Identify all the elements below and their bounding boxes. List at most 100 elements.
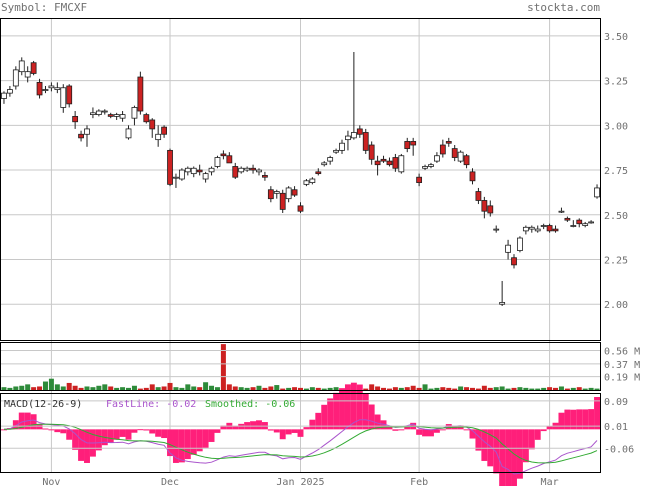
candle-body (143, 114, 150, 123)
macd-histogram-bar (368, 404, 375, 430)
volume-bar (582, 388, 588, 390)
macd-axis: 0.09 0.01 -0.06 (1, 397, 634, 455)
volume-bar (220, 344, 226, 390)
macd-histogram-bar (594, 397, 600, 430)
volume-bar (137, 388, 143, 390)
candle-body (214, 157, 221, 167)
macd-histogram-bar (321, 404, 328, 430)
macd-histogram-bar (327, 398, 334, 430)
candle-body (434, 155, 440, 162)
site-name: stockta.com (527, 1, 600, 14)
macd-histogram-bar (42, 428, 49, 430)
volume-bar (416, 387, 422, 390)
volume-bar (78, 387, 84, 390)
candle-body (303, 180, 310, 185)
macd-histogram-bar (30, 414, 37, 430)
macd-histogram-bar (190, 429, 197, 455)
candle-body (380, 158, 387, 162)
candle-body (392, 157, 399, 169)
volume-bar (564, 388, 570, 390)
volume-bar (262, 387, 268, 390)
macd-histogram-bar (149, 429, 156, 434)
candle-body (552, 228, 559, 232)
volume-bar (179, 387, 185, 390)
volume-bar (547, 387, 553, 390)
macd-histogram-bar (481, 429, 488, 461)
macd-histogram-bar (95, 429, 102, 451)
candle-body (345, 135, 351, 141)
candle-body (333, 149, 339, 153)
volume-bar (398, 387, 404, 390)
macd-histogram-bar (256, 420, 262, 430)
candle-body (374, 160, 381, 166)
volume-tick-label: 0.37 M (604, 360, 640, 371)
candle-body (487, 205, 494, 214)
candle-body (428, 164, 434, 167)
volume-bar (434, 387, 440, 390)
macd-histogram-bar (404, 425, 411, 430)
price-tick-label: 3.25 (604, 77, 628, 88)
macd-histogram-bar (172, 429, 179, 463)
candle-body (90, 112, 96, 116)
macd-histogram-bar (48, 429, 55, 431)
macd-histogram-bar (505, 429, 512, 486)
volume-bar (96, 385, 102, 390)
volume-bar (209, 385, 215, 390)
candle-body (362, 132, 369, 151)
macd-histogram-bar (534, 429, 541, 440)
macd-histogram-bar (54, 429, 61, 433)
volume-bar (54, 384, 60, 390)
macd-histogram-bar (433, 429, 440, 433)
candle-body (416, 176, 423, 183)
date-tick-label: Jan 2025 (276, 477, 324, 486)
candle-body (291, 189, 298, 196)
volume-bar (143, 387, 149, 390)
volume-bar (410, 385, 416, 390)
volume-bar (392, 387, 398, 390)
volume-bar (232, 386, 238, 390)
volume-bar (493, 387, 499, 390)
volume-bar (72, 385, 78, 390)
volume-bar (90, 387, 96, 390)
candle-body (445, 141, 452, 144)
candle-body (422, 166, 428, 169)
candle-body (190, 167, 197, 175)
candle-body (309, 178, 316, 183)
candle-body (12, 69, 19, 87)
volume-bar (42, 381, 48, 390)
volume-bar (327, 387, 333, 390)
date-tick-label: Nov (42, 477, 60, 486)
candle-body (285, 187, 292, 200)
candle-body (95, 110, 102, 116)
price-tick-label: 3.50 (604, 32, 628, 43)
candle-body (528, 226, 535, 230)
macd-histogram-bar (582, 409, 589, 430)
candle-body (137, 76, 144, 112)
volume-bar (570, 387, 576, 390)
volume-bar (475, 388, 481, 390)
volume-bar (131, 385, 137, 390)
macd-histogram-bar (564, 409, 571, 430)
candle-body (101, 110, 108, 113)
macd-histogram-bar (439, 429, 446, 431)
volume-bar (250, 387, 256, 390)
volume-bar (588, 387, 594, 390)
volume-bar (31, 387, 37, 390)
candle-body (451, 148, 458, 158)
macd-histogram-bar (107, 429, 114, 443)
macd-histogram-bar (208, 429, 215, 442)
candle-body (178, 169, 185, 180)
candle-body (119, 114, 126, 119)
macd-histogram-bar (273, 429, 280, 433)
volume-bar (120, 387, 126, 390)
volume-bar (386, 388, 392, 390)
macd-histogram-bar (511, 429, 517, 486)
candle-body (522, 226, 529, 232)
volume-bar (481, 385, 487, 390)
volume-bar (440, 387, 446, 390)
candle-body (511, 257, 517, 266)
candle-body (48, 85, 55, 89)
price-tick-label: 2.50 (604, 211, 628, 222)
macd-histogram-bar (161, 429, 168, 439)
macd-histogram-bar (84, 429, 90, 463)
